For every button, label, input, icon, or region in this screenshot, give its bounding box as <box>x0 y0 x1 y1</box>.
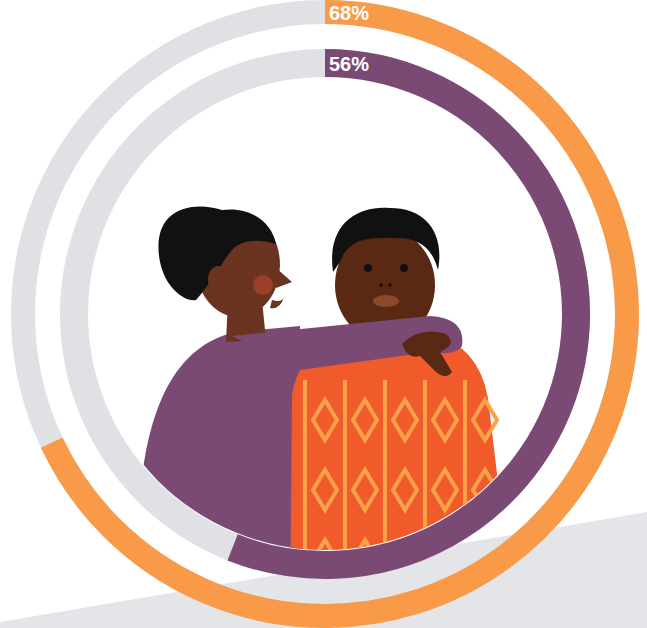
man-eye <box>400 264 408 272</box>
woman-body <box>137 326 300 600</box>
shirt-pattern <box>305 380 497 590</box>
illustration <box>137 207 512 620</box>
woman-hair <box>158 207 276 301</box>
pattern-diamond <box>313 400 337 580</box>
man-hand <box>402 332 452 376</box>
pattern-line <box>463 380 467 590</box>
value-label: 56% <box>329 53 369 75</box>
value-label: 68% <box>329 2 369 24</box>
pattern-diamond <box>433 400 457 580</box>
woman-cheek <box>253 275 273 295</box>
pattern-line <box>383 380 387 590</box>
man-nostril <box>388 283 392 287</box>
pattern-line <box>423 380 427 590</box>
woman-nose <box>276 268 292 288</box>
man-eye <box>364 264 372 272</box>
woman-ear <box>208 266 228 294</box>
value-labels: 68% 56% <box>329 2 369 75</box>
man-nostril <box>379 283 383 287</box>
man-hair <box>332 208 439 272</box>
woman-lips <box>270 297 284 308</box>
pattern-diamond <box>393 400 417 580</box>
man-shirt <box>290 334 512 620</box>
pattern-diamond <box>353 400 377 580</box>
man-mouth <box>373 295 399 307</box>
chart-canvas: 68% 56% <box>0 0 647 628</box>
pattern-line <box>303 380 307 590</box>
pattern-line <box>343 380 347 590</box>
pattern-diamond <box>473 400 497 580</box>
